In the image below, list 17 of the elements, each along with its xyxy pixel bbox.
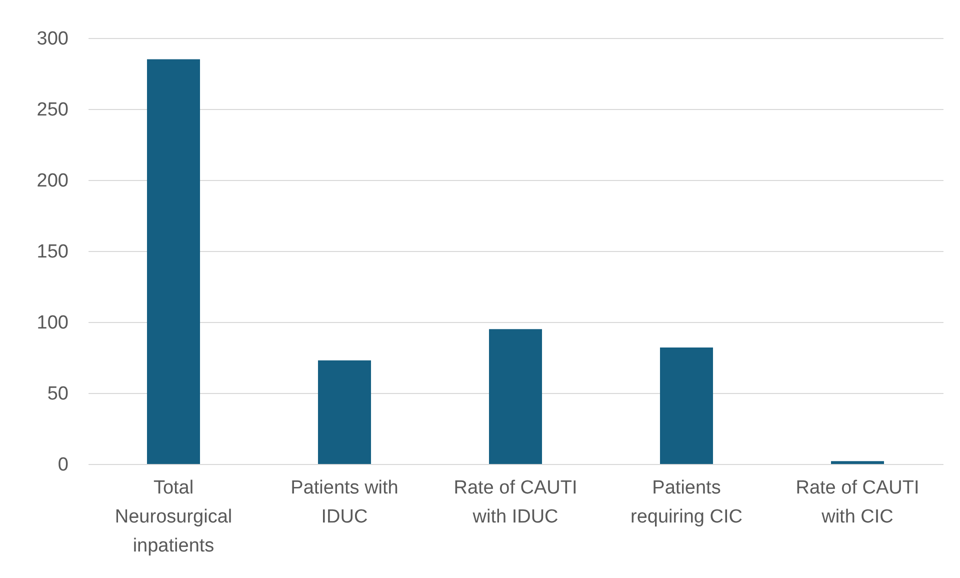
bar (660, 348, 714, 464)
y-tick-label: 150 (36, 242, 68, 262)
y-tick-label: 250 (36, 100, 68, 120)
bar (318, 360, 372, 464)
bar (146, 59, 200, 464)
x-tick-label: Patients requiring CIC (630, 478, 742, 528)
bar (830, 461, 884, 464)
x-tick-label: Rate of CAUTI with IDUC (454, 478, 578, 528)
x-tick-label: Total Neurosurgical inpatients (114, 478, 232, 556)
y-tick-label: 300 (36, 28, 68, 50)
y-tick-label: 50 (47, 384, 68, 404)
y-tick-label: 0 (58, 454, 68, 476)
bar (488, 329, 542, 464)
x-tick-label: Patients with IDUC (290, 478, 398, 528)
y-tick-label: 100 (36, 312, 68, 334)
x-tick-label: Rate of CAUTI with CIC (796, 478, 920, 528)
y-tick-label: 200 (36, 170, 68, 192)
